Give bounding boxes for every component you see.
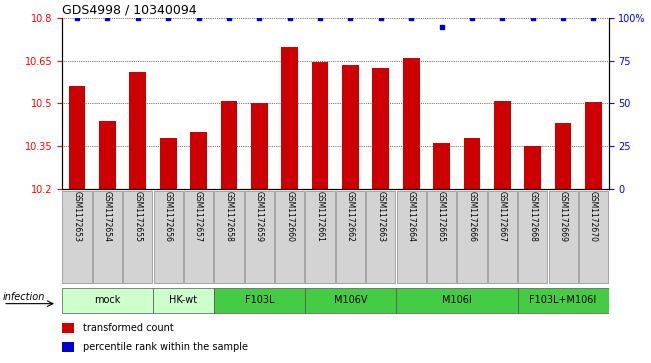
Bar (427, 191, 456, 283)
Text: GSM1172657: GSM1172657 (194, 191, 203, 242)
Point (558, 15, 568, 21)
Text: GSM1172656: GSM1172656 (163, 191, 173, 242)
Bar (312, 62, 329, 189)
Point (163, 15, 173, 21)
Point (193, 15, 204, 21)
Text: F103L+M106I: F103L+M106I (529, 295, 597, 305)
Text: GSM1172659: GSM1172659 (255, 191, 264, 242)
Bar (549, 191, 577, 283)
Point (376, 15, 386, 21)
Bar (488, 191, 517, 283)
Point (72, 15, 82, 21)
Point (527, 15, 538, 21)
Bar (159, 138, 176, 189)
Bar (62, 288, 153, 313)
Bar (396, 288, 518, 313)
Text: GSM1172664: GSM1172664 (407, 191, 416, 242)
Bar (214, 288, 305, 313)
Text: GSM1172660: GSM1172660 (285, 191, 294, 242)
Text: HK-wt: HK-wt (169, 295, 197, 305)
Point (497, 15, 508, 21)
Point (284, 15, 295, 21)
Text: GSM1172655: GSM1172655 (133, 191, 143, 242)
Bar (494, 101, 510, 189)
Text: M106V: M106V (334, 295, 367, 305)
Bar (434, 143, 450, 189)
Text: GSM1172662: GSM1172662 (346, 191, 355, 241)
Bar (336, 191, 365, 283)
Bar (153, 288, 214, 313)
Text: GSM1172658: GSM1172658 (225, 191, 234, 241)
Text: M106I: M106I (442, 295, 472, 305)
Bar (464, 138, 480, 189)
Text: infection: infection (3, 292, 46, 302)
Text: GSM1172666: GSM1172666 (467, 191, 477, 242)
Bar (130, 72, 146, 189)
Bar (458, 191, 486, 283)
Bar (62, 191, 92, 283)
Point (467, 15, 477, 21)
Bar (69, 86, 85, 189)
Bar (190, 132, 207, 189)
Bar (525, 146, 541, 189)
Text: GSM1172653: GSM1172653 (72, 191, 81, 242)
Bar (396, 191, 426, 283)
Bar (372, 68, 389, 189)
Text: GDS4998 / 10340094: GDS4998 / 10340094 (62, 4, 197, 17)
Point (589, 15, 599, 21)
Text: GSM1172669: GSM1172669 (559, 191, 568, 242)
Text: mock: mock (94, 295, 120, 305)
Bar (275, 191, 304, 283)
Text: GSM1172670: GSM1172670 (589, 191, 598, 242)
Bar (221, 101, 237, 189)
Bar (518, 191, 547, 283)
Bar (251, 103, 268, 189)
Bar (585, 102, 602, 189)
Point (224, 15, 234, 21)
Point (133, 15, 143, 21)
Bar (62, 323, 74, 333)
Bar (305, 288, 396, 313)
Bar (184, 191, 213, 283)
Bar (123, 191, 152, 283)
Bar (245, 191, 274, 283)
Text: GSM1172668: GSM1172668 (528, 191, 537, 241)
Point (345, 15, 355, 21)
Bar (555, 123, 572, 189)
Bar (305, 191, 335, 283)
Point (254, 15, 264, 21)
Bar (367, 191, 395, 283)
Bar (154, 191, 183, 283)
Bar (214, 191, 243, 283)
Bar (403, 58, 419, 189)
Bar (281, 46, 298, 189)
Text: transformed count: transformed count (83, 323, 173, 334)
Text: GSM1172661: GSM1172661 (316, 191, 325, 241)
Bar (579, 191, 608, 283)
Point (102, 15, 113, 21)
Point (315, 15, 326, 21)
Text: GSM1172665: GSM1172665 (437, 191, 446, 242)
Point (406, 15, 417, 21)
Bar (62, 342, 74, 352)
Text: F103L: F103L (245, 295, 274, 305)
Bar (93, 191, 122, 283)
Text: GSM1172667: GSM1172667 (498, 191, 507, 242)
Bar (518, 288, 609, 313)
Bar (342, 65, 359, 189)
Text: percentile rank within the sample: percentile rank within the sample (83, 342, 247, 352)
Bar (99, 121, 116, 189)
Text: GSM1172663: GSM1172663 (376, 191, 385, 242)
Point (436, 24, 447, 30)
Text: GSM1172654: GSM1172654 (103, 191, 112, 242)
